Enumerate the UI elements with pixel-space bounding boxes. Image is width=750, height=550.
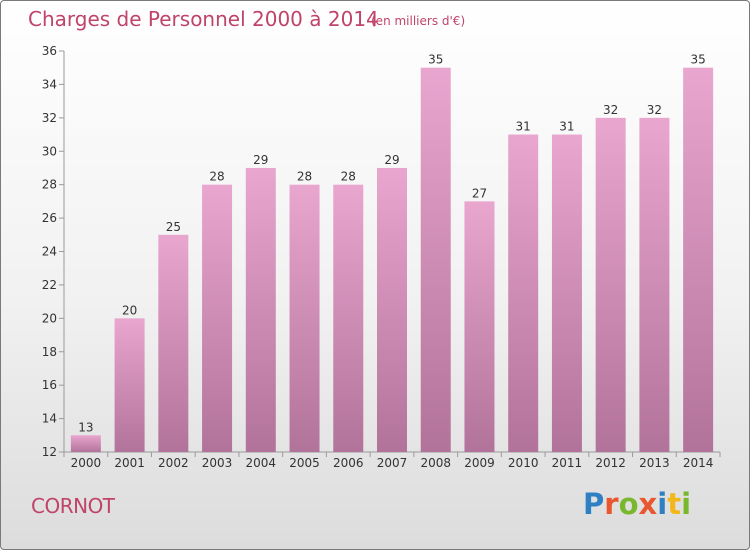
y-tick-label: 32 xyxy=(42,111,57,125)
y-tick-label: 26 xyxy=(42,211,57,225)
bar xyxy=(508,134,539,452)
x-tick-label: 2004 xyxy=(246,456,277,470)
y-tick-label: 28 xyxy=(42,178,57,192)
x-tick-label: 2013 xyxy=(639,456,670,470)
x-tick-label: 2008 xyxy=(420,456,451,470)
bar-value-label: 31 xyxy=(559,120,574,134)
y-tick-label: 34 xyxy=(42,77,57,91)
bar-value-label: 29 xyxy=(384,153,399,167)
bar-value-label: 27 xyxy=(472,186,487,200)
bar xyxy=(70,435,101,452)
y-tick-label: 14 xyxy=(42,412,57,426)
logo-letter: i xyxy=(681,487,692,521)
bar-value-label: 28 xyxy=(209,170,224,184)
logo-letter: o xyxy=(618,487,639,521)
chart-subtitle: (en milliers d'€) xyxy=(371,14,466,28)
bar-value-label: 31 xyxy=(516,120,531,134)
x-tick-label: 2012 xyxy=(595,456,626,470)
y-tick-label: 30 xyxy=(42,144,57,158)
x-tick-label: 2010 xyxy=(508,456,539,470)
y-tick-label: 22 xyxy=(42,278,57,292)
bar-value-label: 29 xyxy=(253,153,268,167)
chart-title: Charges de Personnel 2000 à 2014 xyxy=(28,7,379,31)
bar xyxy=(202,184,233,452)
x-tick-label: 2003 xyxy=(202,456,233,470)
x-tick-label: 2000 xyxy=(71,456,102,470)
bar xyxy=(333,184,364,452)
bar-value-label: 35 xyxy=(690,53,705,67)
bar-value-label: 32 xyxy=(647,103,662,117)
y-tick-label: 12 xyxy=(42,445,57,459)
bar xyxy=(377,167,407,453)
x-tick-label: 2005 xyxy=(289,456,320,470)
bar xyxy=(464,201,495,452)
y-tick-label: 24 xyxy=(42,245,57,259)
y-tick-label: 20 xyxy=(42,311,57,325)
x-tick-label: 2002 xyxy=(158,456,189,470)
bar-value-label: 25 xyxy=(166,220,181,234)
bar-value-label: 20 xyxy=(122,303,137,317)
bar xyxy=(639,117,670,452)
bar-value-label: 35 xyxy=(428,53,443,67)
y-tick-label: 16 xyxy=(42,378,57,392)
bar-value-label: 28 xyxy=(297,170,312,184)
bar-value-label: 28 xyxy=(341,170,356,184)
bar xyxy=(158,234,189,452)
bar-value-label: 13 xyxy=(78,420,93,434)
x-tick-label: 2009 xyxy=(464,456,495,470)
logo-letter: P xyxy=(583,487,605,521)
logo-letter: i xyxy=(657,487,668,521)
y-tick-label: 36 xyxy=(42,44,57,58)
logo-letter: t xyxy=(667,487,682,521)
bar xyxy=(114,318,145,452)
bar xyxy=(683,67,714,452)
y-tick-label: 18 xyxy=(42,345,57,359)
x-tick-label: 2014 xyxy=(683,456,714,470)
x-tick-label: 2006 xyxy=(333,456,364,470)
bar-value-label: 32 xyxy=(603,103,618,117)
x-tick-label: 2011 xyxy=(552,456,583,470)
bar xyxy=(551,134,582,452)
bar xyxy=(420,67,451,452)
x-tick-label: 2001 xyxy=(114,456,145,470)
logo-letter: x xyxy=(638,487,658,521)
bar xyxy=(595,117,626,452)
bar xyxy=(245,167,276,453)
proxiti-logo: Proxiti xyxy=(583,487,691,521)
bar xyxy=(289,184,320,452)
logo-letter: r xyxy=(604,487,619,521)
commune-name: CORNOT xyxy=(31,494,115,518)
x-tick-label: 2007 xyxy=(377,456,408,470)
